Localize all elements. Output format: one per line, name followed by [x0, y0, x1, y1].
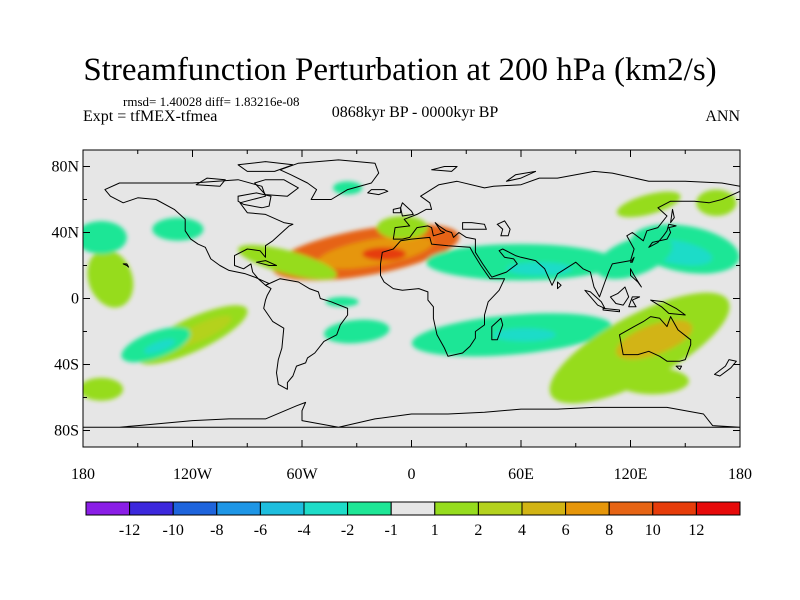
coastline-new-zealand [714, 359, 737, 377]
anomaly-region-13 [83, 220, 127, 254]
anomaly-region-11 [616, 191, 681, 218]
coastline-sri-lanka [557, 281, 562, 290]
x-tick-label: 120W [173, 466, 213, 483]
experiment-label: Expt = tfMEX-tfmea [83, 108, 218, 125]
season-label: ANN [705, 108, 740, 125]
colorbar-swatch [434, 501, 479, 516]
colorbar-label: 1 [431, 522, 439, 539]
y-tick-label: 0 [71, 291, 79, 308]
colorbar-label: 8 [605, 522, 613, 539]
colorbar-label: -12 [119, 522, 140, 539]
coastline-ireland [392, 207, 402, 214]
colorbar-label: -1 [385, 522, 398, 539]
coastline-java [602, 307, 620, 313]
coastline-caspian-sea [496, 220, 511, 237]
colorbar-label: -10 [163, 522, 184, 539]
colorbar: -12 -10 -8 -6 -4 -2 -1 1 2 4 6 8 10 12 [85, 501, 741, 539]
coastline-sulawesi [628, 296, 641, 308]
anomaly-region-27 [325, 296, 359, 307]
colorbar-label: 2 [474, 522, 482, 539]
colorbar-label: 10 [645, 522, 661, 539]
colorbar-label: -6 [254, 522, 267, 539]
colorbar-swatch [565, 501, 610, 516]
anomaly-region-22 [493, 328, 556, 342]
x-axis: 180 120W 60W 0 60E 120E 180 [71, 150, 752, 483]
colorbar-label: 6 [562, 522, 570, 539]
anomaly-region-2 [362, 247, 407, 261]
colorbar-swatch [172, 501, 218, 516]
x-tick-label: 60E [508, 466, 534, 483]
coastline-south-america [263, 278, 349, 390]
coastline-hawaii [122, 263, 130, 268]
coastline-black-sea [462, 222, 488, 230]
x-tick-label: 180 [728, 466, 752, 483]
coastline-borneo [609, 286, 630, 306]
coastline-taiwan [630, 256, 635, 263]
coastline-tasmania [675, 365, 683, 370]
anomaly-region-20 [83, 377, 124, 401]
y-tick-label: 80S [54, 423, 79, 440]
coastline-novaya-zemlya [505, 170, 537, 182]
x-tick-label: 60W [286, 466, 318, 483]
anomaly-region-9 [506, 262, 573, 276]
x-tick-label: 0 [408, 466, 416, 483]
coastline-africa [380, 236, 506, 357]
colorbar-label: 4 [518, 522, 526, 539]
y-axis: 80N 40N 0 40S 80S [51, 159, 740, 440]
coastline-svalbard [431, 166, 458, 172]
colorbar-swatch [85, 501, 131, 516]
coastline-greenland [279, 159, 380, 200]
anomaly-region-4 [376, 216, 428, 240]
colorbar-swatch [216, 501, 261, 516]
y-tick-label: 40N [51, 225, 79, 242]
colorbar-swatch [303, 501, 349, 516]
coastline-australia [619, 316, 692, 362]
plot-background [83, 150, 740, 447]
anomaly-region-26 [615, 367, 689, 395]
colorbar-swatch [129, 501, 174, 516]
colorbar-swatch [347, 501, 392, 516]
coastline-sumatra [584, 289, 606, 309]
anomaly-region-14 [152, 217, 204, 241]
anomaly-region-19 [144, 339, 176, 354]
colorbar-swatch [259, 501, 305, 516]
anomaly-region-15 [333, 181, 363, 195]
anomaly-region-8 [426, 244, 616, 281]
colorbar-label: -2 [341, 522, 354, 539]
coastline-hudson-bay [237, 192, 272, 209]
coastline-new-guinea [650, 299, 686, 316]
x-tick-label: 180 [71, 466, 95, 483]
anomaly-region-25 [616, 320, 693, 360]
chart-title: Streamfunction Perturbation at 200 hPa (… [83, 52, 717, 88]
colorbar-swatch [608, 501, 654, 516]
colorbar-swatch [390, 501, 436, 516]
coastline-ellesmere [237, 161, 294, 172]
coastline-baffin [254, 179, 299, 197]
anomaly-region-5 [87, 249, 134, 308]
coastline-antarctica [83, 401, 740, 428]
colorbar-swatch [695, 501, 741, 516]
coastline-madagascar [491, 317, 504, 341]
coastlines [83, 159, 740, 428]
coastline-philippines [630, 268, 642, 288]
period-label: 0868kyr BP - 0000kyr BP [331, 104, 499, 121]
coastline-iceland [367, 189, 389, 196]
stats-text: rmsd= 1.40028 diff= 1.83216e-08 [123, 94, 300, 109]
colorbar-label: 12 [688, 522, 704, 539]
coastline-victoria-island [195, 177, 226, 187]
y-tick-label: 80N [51, 159, 79, 176]
coastline-japan [648, 223, 677, 248]
colorbar-swatch [521, 501, 567, 516]
coastline-sakhalin [670, 208, 675, 224]
y-tick-label: 40S [54, 357, 79, 374]
x-tick-label: 120E [614, 466, 648, 483]
colorbar-label: -8 [210, 522, 223, 539]
colorbar-swatch [652, 501, 697, 516]
anomaly-region-12 [696, 189, 737, 216]
coastline-eurasia [392, 170, 740, 298]
colorbar-label: -4 [297, 522, 310, 539]
coastline-cuba [255, 260, 277, 266]
colorbar-swatch [477, 501, 523, 516]
